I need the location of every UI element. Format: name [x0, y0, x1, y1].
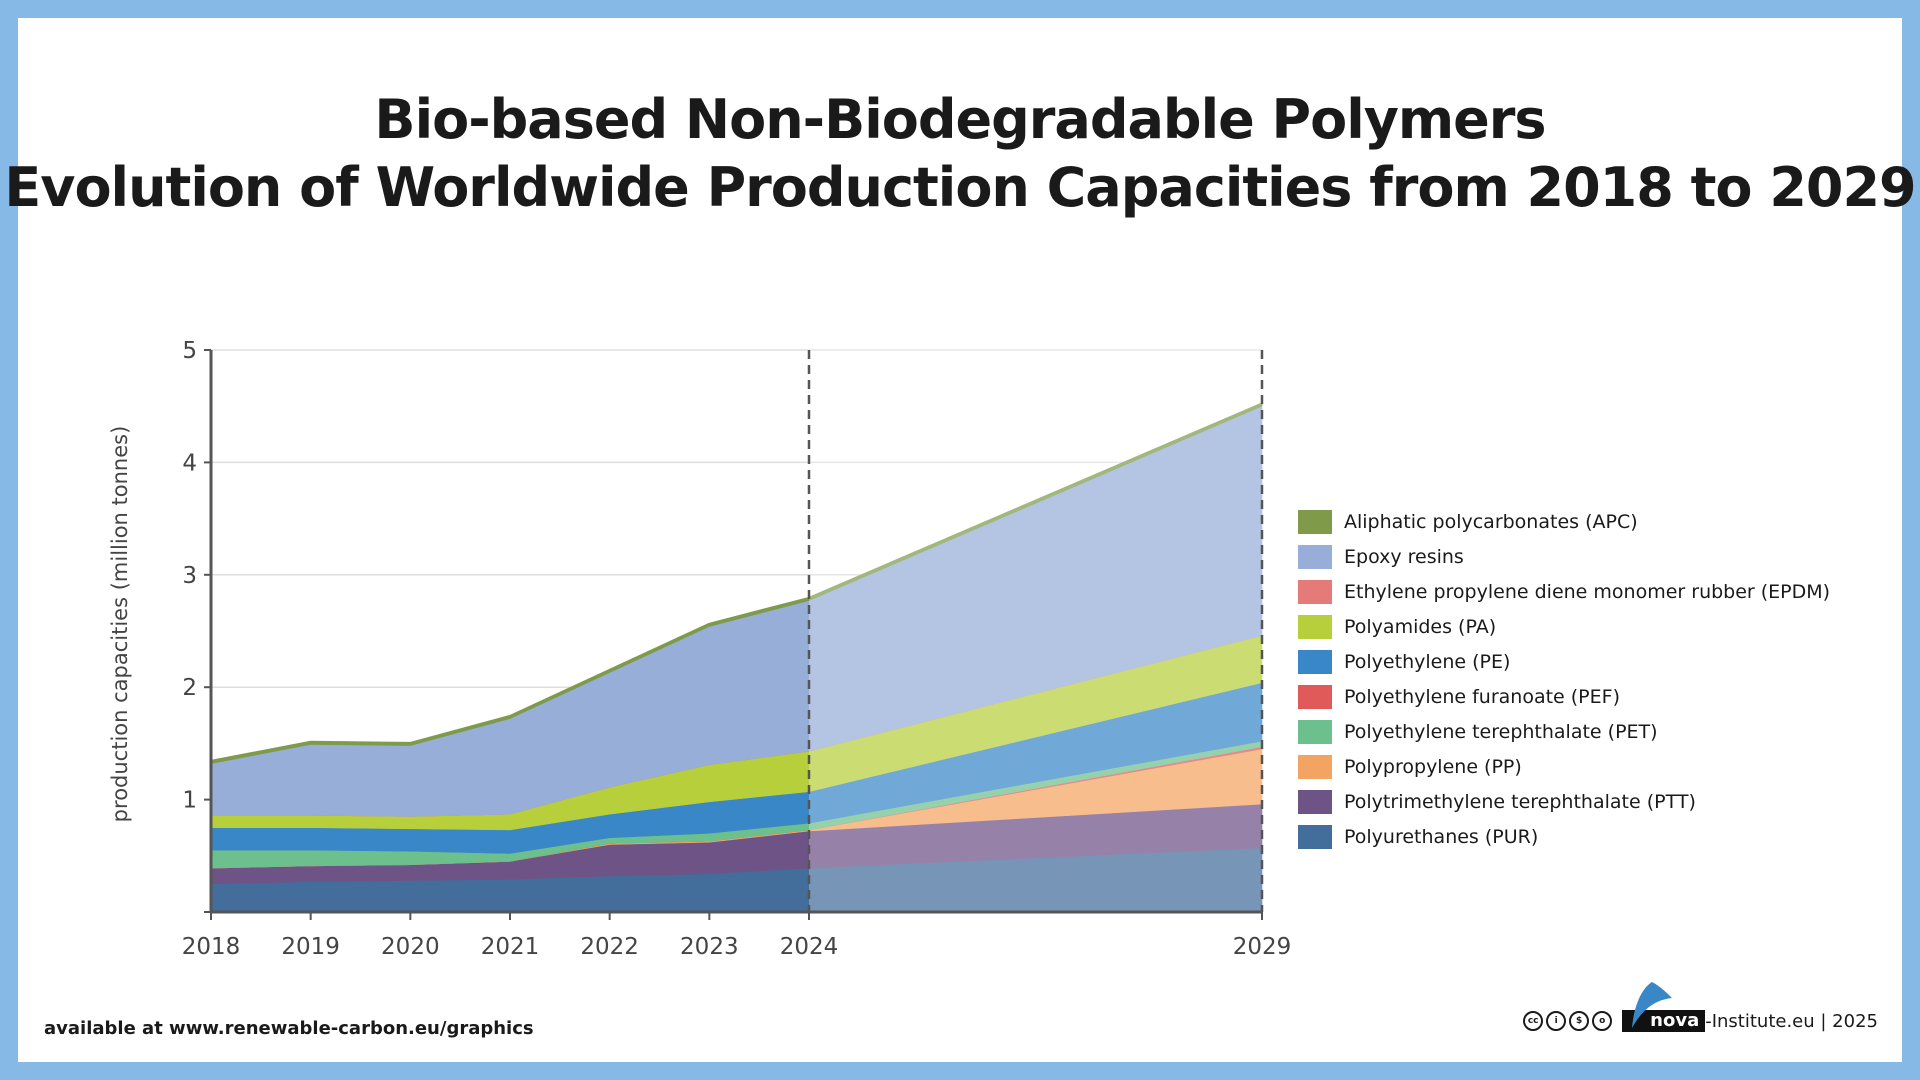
- legend-swatch: [1298, 684, 1332, 709]
- legend-label: Polyethylene terephthalate (PET): [1344, 720, 1658, 743]
- y-tick-label: 4: [182, 450, 197, 476]
- legend-label: Ethylene propylene diene monomer rubber …: [1344, 580, 1831, 603]
- brand-suffix: -Institute.eu | 2025: [1705, 1010, 1878, 1032]
- legend-swatch: [1298, 719, 1332, 744]
- legend: Aliphatic polycarbonates (APC) Epoxy resi…: [1298, 504, 1830, 854]
- legend-swatch: [1298, 649, 1332, 674]
- source-text[interactable]: available at www.renewable-carbon.eu/gra…: [44, 1018, 534, 1039]
- legend-swatch: [1298, 754, 1332, 779]
- legend-item: Polyethylene furanoate (PEF): [1298, 679, 1830, 714]
- legend-swatch: [1298, 509, 1332, 534]
- x-tick-label: 2022: [580, 934, 639, 960]
- nc-icon: $: [1569, 1011, 1590, 1031]
- by-icon: i: [1546, 1011, 1567, 1031]
- legend-label: Polytrimethylene terephthalate (PTT): [1344, 790, 1696, 813]
- legend-label: Polyethylene furanoate (PEF): [1344, 685, 1620, 708]
- legend-item: Polyurethanes (PUR): [1298, 819, 1830, 854]
- x-tick-label: 2019: [281, 934, 340, 960]
- x-tick-label: 2021: [481, 934, 540, 960]
- y-axis-label: production capacities (million tonnes): [108, 425, 132, 823]
- legend-label: Epoxy resins: [1344, 545, 1464, 568]
- x-tick-label: 2023: [680, 934, 739, 960]
- legend-swatch: [1298, 789, 1332, 814]
- y-tick-label: 1: [182, 788, 197, 814]
- legend-item: Ethylene propylene diene monomer rubber …: [1298, 574, 1830, 609]
- legend-item: Polyamides (PA): [1298, 609, 1830, 644]
- nova-sail-icon: [1632, 982, 1673, 1028]
- legend-label: Polyurethanes (PUR): [1344, 825, 1539, 848]
- x-tick-label: 2024: [780, 934, 839, 960]
- x-tick-label: 2020: [381, 934, 440, 960]
- legend-swatch: [1298, 579, 1332, 604]
- legend-item: Polypropylene (PP): [1298, 749, 1830, 784]
- chart-title-line2: Evolution of Worldwide Production Capaci…: [4, 156, 1916, 219]
- y-tick-label: 3: [182, 563, 197, 589]
- sa-icon: o: [1592, 1011, 1613, 1031]
- cc-icon: cc: [1523, 1011, 1544, 1031]
- creative-commons-icons: cc i $ o: [1523, 1011, 1613, 1031]
- legend-label: Polypropylene (PP): [1344, 755, 1522, 778]
- legend-label: Aliphatic polycarbonates (APC): [1344, 510, 1638, 533]
- forecast-overlay: [809, 340, 1262, 912]
- legend-item: Polyethylene terephthalate (PET): [1298, 714, 1830, 749]
- y-tick-label: 2: [182, 675, 197, 701]
- legend-item: Polyethylene (PE): [1298, 644, 1830, 679]
- legend-label: Polyamides (PA): [1344, 615, 1497, 638]
- total-line: [210, 402, 1263, 763]
- footer-brand: cc i $ o nova -Institute.eu | 2025: [1523, 982, 1878, 1032]
- nova-logo: nova: [1622, 982, 1706, 1032]
- nova-wordmark: nova: [1622, 1010, 1706, 1032]
- legend-label: Polyethylene (PE): [1344, 650, 1511, 673]
- legend-item: Aliphatic polycarbonates (APC): [1298, 504, 1830, 539]
- legend-swatch: [1298, 614, 1332, 639]
- chart-title-line1: Bio-based Non-Biodegradable Polymers: [374, 88, 1546, 151]
- legend-item: Polytrimethylene terephthalate (PTT): [1298, 784, 1830, 819]
- x-tick-label: 2018: [182, 934, 241, 960]
- x-tick-label: 2029: [1233, 934, 1292, 960]
- legend-item: Epoxy resins: [1298, 539, 1830, 574]
- legend-swatch: [1298, 824, 1332, 849]
- y-tick-label: 5: [182, 338, 197, 364]
- legend-swatch: [1298, 544, 1332, 569]
